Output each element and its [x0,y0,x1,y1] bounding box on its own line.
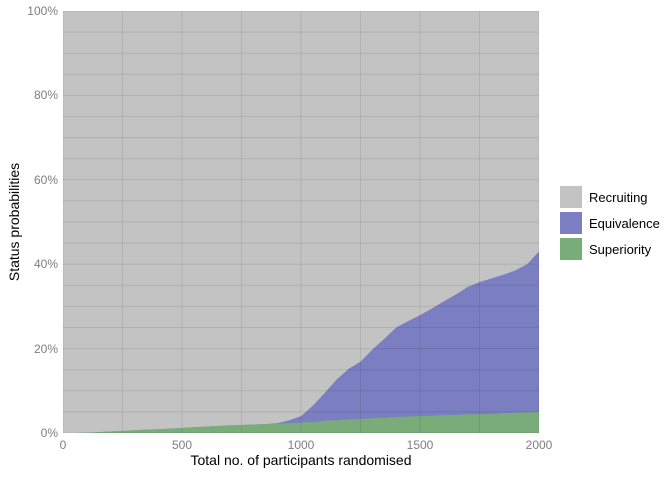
plot-area [63,11,539,433]
y-tick-label: 100% [27,4,58,18]
legend-label-superiority: Superiority [589,241,652,257]
legend-item-superiority: Superiority [560,238,660,260]
superiority-swatch-icon [560,238,582,260]
y-tick-label: 0% [40,426,58,440]
recruiting-swatch-icon [560,186,582,208]
x-axis-title: Total no. of participants randomised [190,452,412,468]
y-tick-label: 60% [33,172,58,187]
equivalence-swatch-icon [560,212,582,234]
y-tick-label: 80% [33,88,58,103]
x-tick-label: 0 [59,438,67,452]
legend-item-equivalence: Equivalence [560,212,660,234]
x-tick-label: 500 [171,438,193,452]
x-tick-label: 2000 [525,438,553,452]
x-tick-label: 1000 [287,438,315,452]
legend-label-equivalence: Equivalence [589,215,660,231]
legend-label-recruiting: Recruiting [589,189,648,205]
stacked-area-chart [63,11,539,433]
y-tick-label: 20% [33,341,58,356]
x-tick-label: 1500 [406,438,434,452]
legend-item-recruiting: Recruiting [560,186,660,208]
y-axis-title: Status probabilities [6,162,22,282]
legend: Recruiting Equivalence Superiority [560,186,660,260]
y-tick-label: 40% [33,257,58,272]
